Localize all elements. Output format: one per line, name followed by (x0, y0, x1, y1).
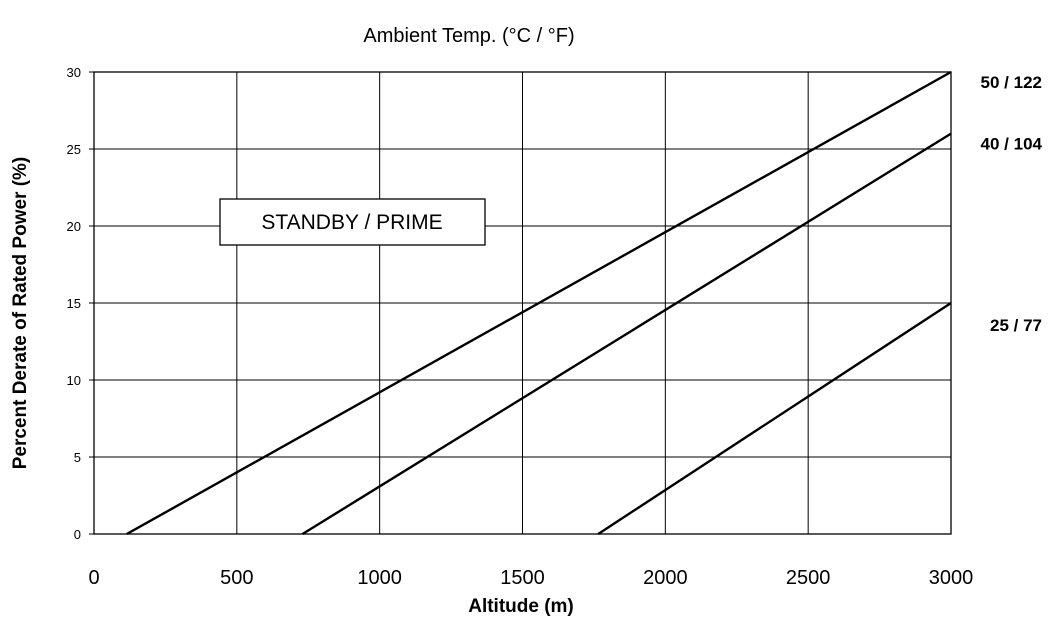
series-lines (126, 70, 952, 536)
x-tick-label: 1500 (500, 567, 545, 589)
series-line (597, 301, 952, 536)
series-line (301, 132, 952, 536)
y-axis-label: Percent Derate of Rated Power (%) (10, 157, 31, 470)
x-tick-label: 0 (88, 567, 99, 589)
x-tick-label: 3000 (929, 567, 974, 589)
y-tick-label: 5 (74, 450, 81, 465)
annotation-label: STANDBY / PRIME (261, 211, 442, 234)
y-tick-label: 0 (74, 527, 81, 542)
x-tick-labels: 0 500 1000 1500 2000 2500 3000 (88, 567, 973, 589)
chart-title: Ambient Temp. (°C / °F) (363, 25, 574, 47)
series-label: 50 / 122 (981, 73, 1042, 92)
x-tick-label: 2500 (786, 567, 831, 589)
annotation-box: STANDBY / PRIME (219, 198, 486, 246)
x-axis-label: Altitude (m) (468, 596, 574, 617)
series-label: 25 / 77 (990, 316, 1042, 335)
y-tick-label: 10 (67, 373, 81, 388)
annotation-frame (219, 198, 486, 246)
series-line (126, 70, 952, 536)
y-tick-label: 25 (67, 142, 81, 157)
series-label: 40 / 104 (981, 135, 1043, 154)
y-tick-label: 20 (67, 219, 81, 234)
y-tick-label: 15 (67, 296, 81, 311)
x-tick-label: 1000 (357, 567, 402, 589)
series-labels: 50 / 122 40 / 104 25 / 77 (981, 73, 1043, 335)
y-tick-label: 30 (67, 65, 81, 80)
x-tick-label: 500 (220, 567, 253, 589)
grid-lines (89, 71, 952, 535)
x-tick-label: 2000 (643, 567, 688, 589)
y-tick-labels: 0 5 10 15 20 25 30 (67, 65, 81, 542)
